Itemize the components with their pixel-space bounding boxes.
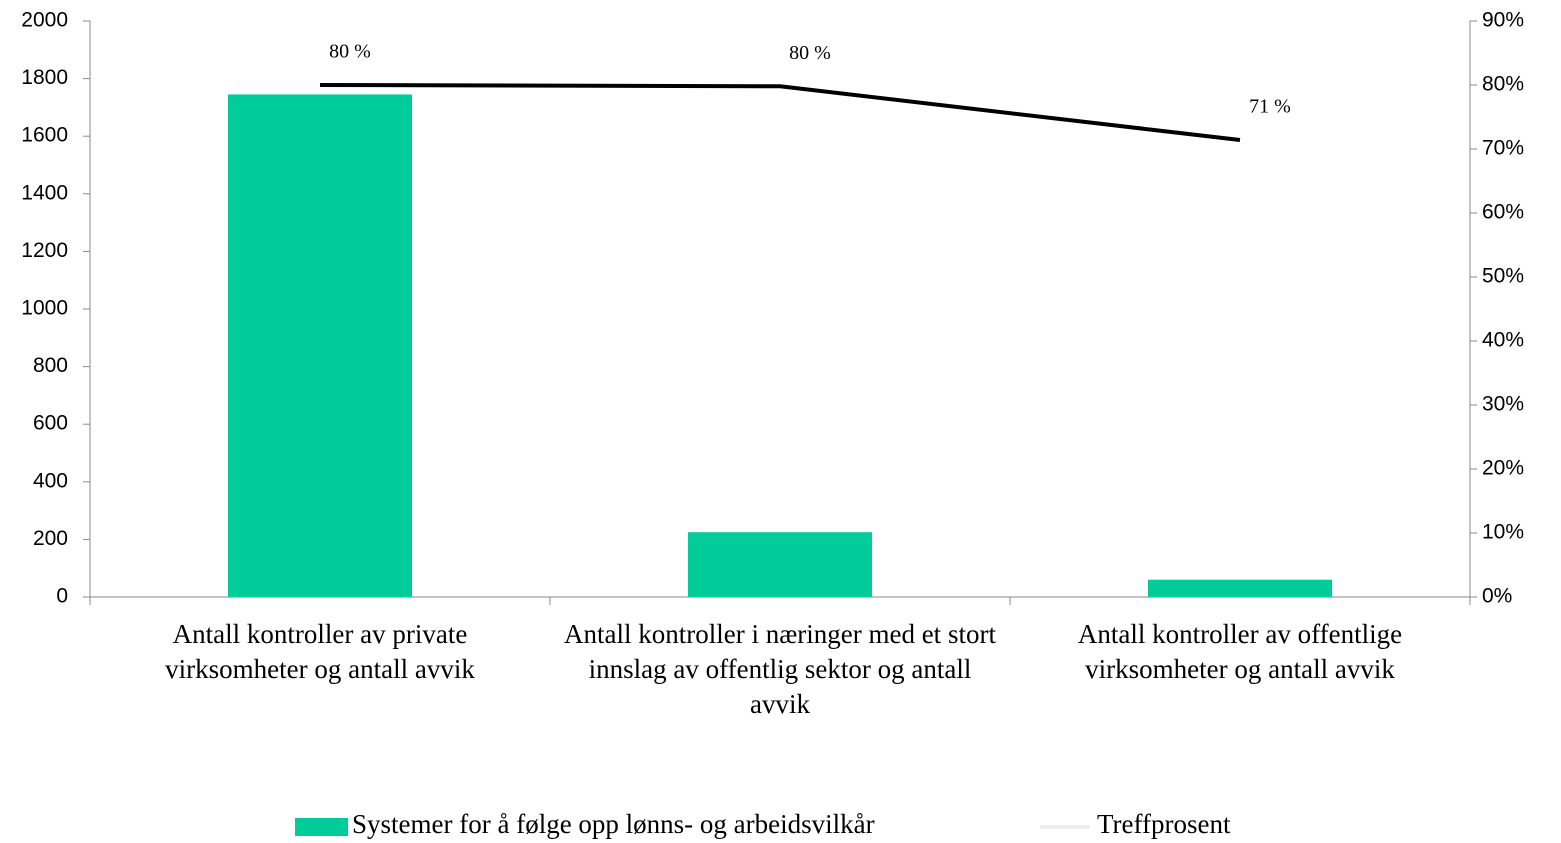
y-tick-label: 1800 (21, 66, 68, 89)
data-label: 71 % (1249, 96, 1291, 118)
y-tick-label: 400 (33, 469, 68, 492)
line (319, 83, 1241, 143)
legend-swatch (295, 818, 348, 836)
bar (688, 532, 872, 597)
legend-label: Treffprosent (1097, 809, 1231, 839)
y-tick-label: 1600 (21, 124, 68, 147)
y2-tick-label: 50% (1482, 265, 1524, 288)
bar (228, 94, 412, 597)
y-tick-label: 1000 (21, 297, 68, 320)
y-tick-label: 2000 (21, 9, 68, 32)
y2-tick-label: 40% (1482, 329, 1524, 352)
x-tick-label: Antall kontroller i næringer med et stor… (564, 619, 996, 720)
y2-tick-label: 80% (1482, 73, 1524, 96)
legend-label: Systemer for å følge opp lønns- og arbei… (352, 809, 875, 839)
x-tick-label: Antall kontroller av offentlige virksomh… (1077, 619, 1403, 685)
y-tick-label: 800 (33, 354, 68, 377)
data-label: 80 % (329, 41, 371, 63)
y2-tick-label: 0% (1482, 585, 1512, 608)
data-label: 80 % (789, 42, 831, 64)
y-tick-label: 600 (33, 412, 68, 435)
y2-tick-label: 10% (1482, 521, 1524, 544)
y2-tick-label: 60% (1482, 201, 1524, 224)
y-tick-label: 1400 (21, 181, 68, 204)
y2-tick-label: 90% (1482, 9, 1524, 32)
y-tick-label: 0 (56, 585, 68, 608)
y-tick-label: 200 (33, 527, 68, 550)
y2-tick-label: 30% (1482, 393, 1524, 416)
bar (1148, 579, 1332, 597)
y-tick-label: 1200 (21, 239, 68, 262)
x-tick-label: Antall kontroller av private virksomhete… (165, 619, 475, 685)
y2-tick-label: 70% (1482, 137, 1524, 160)
y2-tick-label: 20% (1482, 457, 1524, 480)
